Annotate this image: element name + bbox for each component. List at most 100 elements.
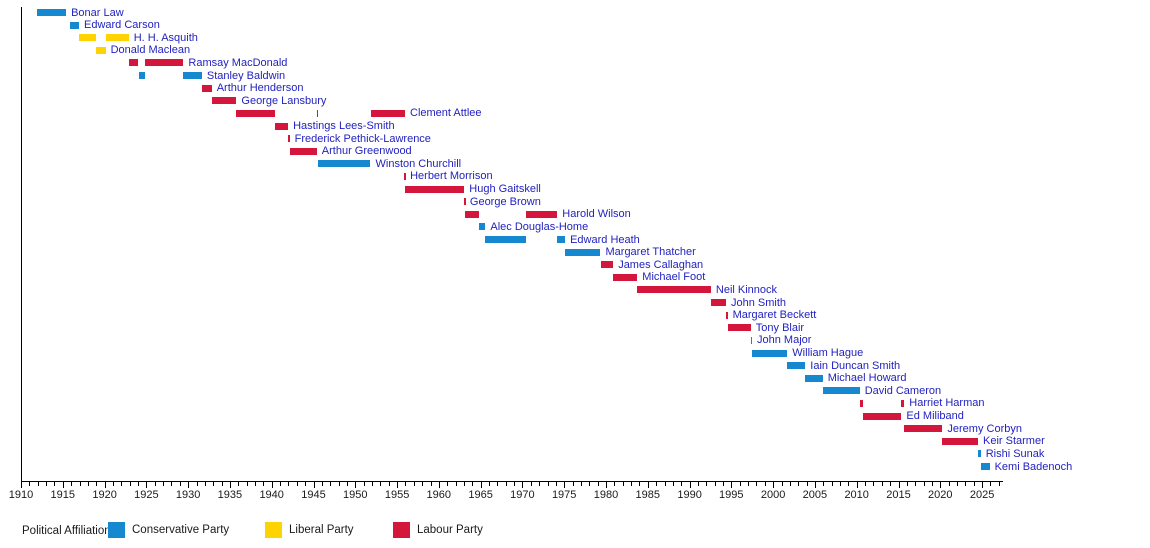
axis-minor-tick	[873, 482, 875, 486]
timeline-bar	[752, 349, 788, 357]
axis-minor-tick	[823, 482, 825, 486]
y-axis-line	[21, 7, 22, 481]
axis-minor-tick	[213, 482, 215, 486]
timeline-bar	[105, 34, 129, 42]
person-label: Iain Duncan Smith	[810, 359, 901, 372]
axis-minor-tick	[37, 482, 39, 486]
axis-tick-label: 1965	[468, 489, 493, 501]
timeline-bar	[750, 336, 753, 344]
axis-major-tick	[438, 482, 440, 488]
person-label: David Cameron	[864, 384, 942, 397]
timeline-bar	[901, 399, 905, 407]
axis-minor-tick	[121, 482, 123, 486]
axis-minor-tick	[614, 482, 616, 486]
person-label: Arthur Henderson	[216, 82, 304, 95]
axis-minor-tick	[764, 482, 766, 486]
axis-major-tick	[188, 482, 190, 488]
axis-major-tick	[313, 482, 315, 488]
plot-area: 1910 1915 1920 1925 1930 1935 1940 1945 1950 1955…	[9, 7, 1073, 502]
axis-minor-tick	[706, 482, 708, 486]
person-label: John Major	[757, 334, 812, 347]
timeline-bar	[404, 172, 406, 180]
axis-minor-tick	[296, 482, 298, 486]
person-label: Keir Starmer	[983, 435, 1045, 448]
timeline-bar	[201, 84, 212, 92]
timeline-bar	[69, 21, 79, 29]
axis-minor-tick	[931, 482, 933, 486]
axis-minor-tick	[681, 482, 683, 486]
axis-minor-tick	[589, 482, 591, 486]
axis-major-tick	[104, 482, 106, 488]
timeline-bar	[557, 236, 566, 243]
timeline-bar	[79, 34, 96, 42]
axis-major-tick	[731, 482, 733, 488]
axis-major-tick	[982, 482, 984, 488]
person-label: Frederick Pethick-Lawrence	[294, 132, 431, 145]
timeline-bar	[36, 9, 67, 16]
person-label: Hastings Lees-Smith	[293, 120, 395, 132]
axis-minor-tick	[923, 482, 925, 486]
timeline-bar	[565, 248, 601, 256]
timeline-bar	[236, 109, 275, 117]
timeline-bar	[980, 463, 990, 470]
axis-minor-tick	[363, 482, 365, 486]
axis-minor-tick	[656, 482, 658, 486]
timeline-bar	[318, 160, 371, 168]
axis-minor-tick	[948, 482, 950, 486]
axis-minor-tick	[204, 482, 206, 486]
axis-minor-tick	[346, 482, 348, 486]
person-label: Margaret Beckett	[732, 309, 817, 322]
axis-tick-label: 1930	[175, 489, 201, 501]
axis-major-tick	[814, 482, 816, 488]
axis-minor-tick	[957, 482, 958, 486]
x-axis-line	[21, 481, 1004, 482]
axis-major-tick	[773, 482, 775, 488]
legend-item-liberal: Liberal Party	[265, 522, 354, 538]
axis-major-tick	[480, 482, 482, 488]
axis-tick-label: 1950	[343, 489, 368, 501]
timeline-bar	[600, 261, 614, 269]
timeline-bar	[978, 450, 981, 458]
legend-label-labour: Labour Party	[417, 524, 483, 536]
axis-tick-label: 2015	[886, 489, 911, 501]
axis-tick-label: 1925	[134, 489, 159, 501]
person-label: H. H. Asquith	[133, 31, 198, 44]
person-label: Harold Wilson	[562, 208, 631, 221]
person-label: Edward Heath	[570, 233, 640, 246]
axis-minor-tick	[890, 482, 892, 486]
person-label: James Callaghan	[618, 258, 704, 271]
axis-tick-label: 1935	[217, 489, 243, 501]
axis-minor-tick	[79, 482, 81, 486]
axis-major-tick	[856, 482, 858, 488]
timeline-bar	[288, 135, 290, 143]
timeline-bar	[464, 210, 479, 218]
person-label: Neil Kinnock	[715, 283, 778, 296]
axis-tick-label: 1915	[50, 489, 76, 501]
timeline-bar	[710, 299, 726, 306]
axis-minor-tick	[330, 482, 332, 486]
timeline-bar	[526, 210, 558, 218]
person-label: Stanley Baldwin	[206, 69, 286, 82]
axis-tick-label: 1955	[384, 489, 410, 501]
axis-minor-tick	[221, 482, 223, 486]
legend-label-conservative: Conservative Party	[132, 524, 230, 536]
timeline-bar	[859, 399, 863, 407]
timeline-bar	[787, 362, 806, 370]
person-label: Arthur Greenwood	[321, 145, 412, 158]
axis-minor-tick	[463, 482, 465, 486]
timeline-bar	[274, 122, 289, 130]
axis-minor-tick	[46, 482, 48, 486]
person-label: Margaret Thatcher	[605, 246, 696, 259]
axis-minor-tick	[965, 482, 967, 486]
axis-minor-tick	[422, 482, 424, 486]
axis-minor-tick	[580, 482, 582, 486]
axis-minor-tick	[380, 482, 382, 486]
timeline-bar	[942, 437, 978, 445]
timeline-bar	[862, 412, 902, 420]
axis-minor-tick	[831, 482, 833, 486]
axis-minor-tick	[405, 482, 407, 486]
axis-minor-tick	[280, 482, 282, 486]
person-label: Clement Attlee	[410, 107, 482, 120]
axis-minor-tick	[806, 482, 808, 486]
axis-minor-tick	[697, 482, 699, 486]
